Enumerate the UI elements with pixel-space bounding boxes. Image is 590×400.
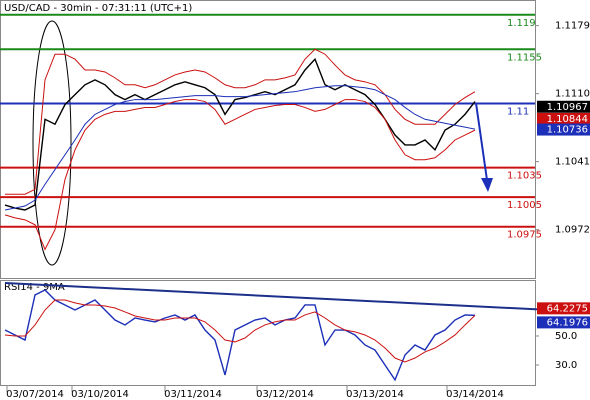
series-line	[4, 289, 476, 382]
value-box	[537, 302, 590, 315]
level-label: 1.1035	[507, 171, 542, 182]
y-tick-label: 1.0972	[555, 225, 590, 236]
projection-arrow	[475, 102, 488, 181]
level-label: 1.0975	[507, 230, 542, 241]
chart-title: USD/CAD - 30min - 07:31:11 (UTC+1)	[4, 3, 192, 14]
x-tick-label: 03/12/2014	[256, 389, 314, 400]
value-box-label: 1.10844	[547, 114, 588, 125]
value-box	[537, 316, 590, 329]
value-box-label: 64.1976	[547, 317, 588, 328]
x-tick-label: 03/10/2014	[71, 389, 129, 400]
y-tick-label: 1.1179	[555, 21, 590, 32]
y-tick-label: 1.1110	[555, 89, 590, 100]
y-tick-label: 30.0	[555, 360, 577, 371]
y-tick-label: 50.0	[555, 331, 577, 342]
x-tick-label: 03/13/2014	[346, 389, 404, 400]
rsi-title: RSI14 - 9MA	[4, 282, 65, 293]
x-tick-label: 03/11/2014	[164, 389, 222, 400]
value-box-label: 1.10736	[547, 125, 588, 136]
level-label: 1.11	[507, 107, 529, 118]
y-tick-label: 1.1041	[555, 157, 590, 168]
level-label: 1.119	[507, 18, 536, 29]
value-box-label: 1.10967	[547, 102, 588, 113]
level-label: 1.1155	[507, 52, 542, 63]
series-line	[4, 99, 476, 251]
series-line	[5, 48, 476, 195]
series-line	[4, 57, 476, 211]
level-label: 1.1005	[507, 200, 542, 211]
series-line	[4, 299, 476, 363]
x-tick-label: 03/14/2014	[446, 389, 504, 400]
highlight-ellipse	[32, 20, 72, 266]
arrow-head	[481, 178, 493, 192]
value-box-label: 64.2275	[547, 303, 588, 314]
rsi-panel	[0, 280, 536, 386]
value-box	[537, 123, 590, 136]
series-line	[4, 85, 476, 211]
value-box	[537, 112, 590, 125]
price-panel	[0, 0, 536, 279]
x-tick-label: 03/07/2014	[6, 389, 64, 400]
value-box	[537, 100, 590, 113]
rsi-trendline	[4, 282, 590, 313]
